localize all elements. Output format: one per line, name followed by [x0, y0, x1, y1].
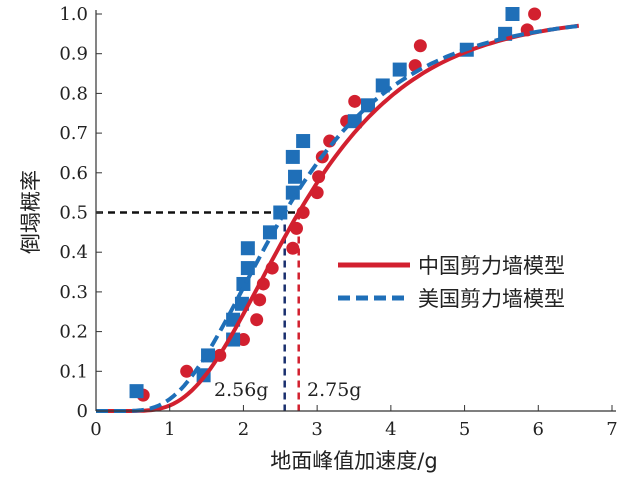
- y-tick-label: 0.2: [59, 322, 88, 343]
- x-tick-label: 7: [606, 419, 617, 440]
- data-point-china: [236, 333, 250, 347]
- x-axis-label: 地面峰值加速度/g: [270, 449, 437, 473]
- data-point-us: [296, 134, 311, 149]
- data-point-china: [180, 364, 194, 378]
- x-tick-label: 1: [164, 419, 175, 440]
- data-point-china: [250, 313, 264, 327]
- y-tick-label: 0.9: [59, 44, 88, 65]
- data-point-us: [285, 149, 300, 164]
- data-point-china: [253, 293, 267, 307]
- y-tick-label: 0.3: [59, 282, 88, 303]
- data-point-us: [505, 7, 520, 21]
- annotation-china-median: 2.75g: [307, 379, 361, 401]
- legend: 中国剪力墙模型 美国剪力墙模型: [338, 254, 565, 311]
- fit-curve-us: [96, 24, 580, 413]
- y-axis-label: 倒塌概率: [19, 170, 43, 254]
- fit-curve-china: [96, 23, 580, 413]
- x-tick-label: 6: [533, 419, 544, 440]
- data-point-us: [240, 261, 255, 276]
- data-point-us: [288, 169, 303, 184]
- data-point-china: [413, 39, 427, 53]
- y-tick-label: 0.1: [59, 361, 88, 382]
- data-point-us: [129, 384, 144, 399]
- data-point-china: [528, 7, 542, 21]
- x-tick-label: 0: [90, 419, 101, 440]
- data-point-us: [392, 62, 407, 77]
- annotation-us-median: 2.56g: [214, 379, 268, 401]
- y-tick-label: 0.8: [59, 83, 88, 104]
- x-tick-label: 5: [459, 419, 470, 440]
- x-tick-label: 4: [385, 419, 396, 440]
- y-tick-label: 0.6: [59, 163, 88, 184]
- y-tick-label: 0: [77, 401, 88, 422]
- y-tick-label: 1.0: [59, 4, 88, 25]
- data-point-china: [348, 94, 362, 108]
- data-point-us: [240, 241, 255, 256]
- y-tick-label: 0.4: [59, 242, 88, 263]
- y-tick-label: 0.7: [59, 123, 88, 144]
- x-tick-label: 2: [238, 419, 249, 440]
- x-tick-label: 3: [311, 419, 322, 440]
- legend-china-label: 中国剪力墙模型: [418, 254, 565, 278]
- legend-us-label: 美国剪力墙模型: [418, 287, 565, 311]
- y-tick-label: 0.5: [59, 203, 88, 224]
- data-point-china: [286, 241, 300, 255]
